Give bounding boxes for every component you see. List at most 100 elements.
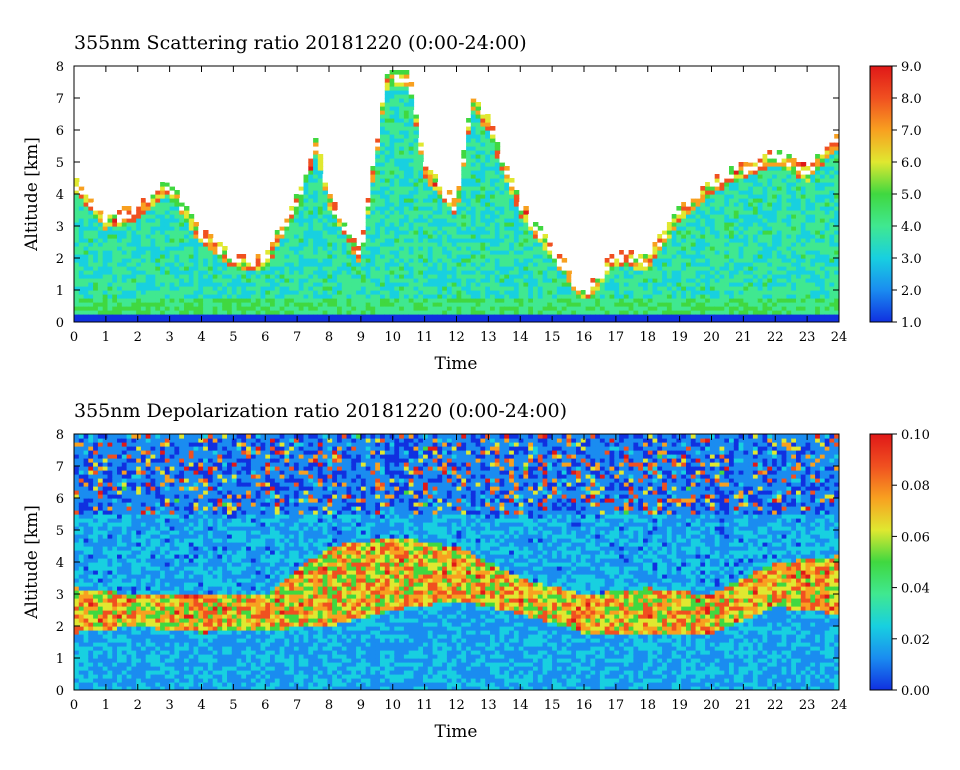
heatmap-cell bbox=[781, 258, 787, 263]
heatmap-cell bbox=[432, 178, 438, 183]
heatmap-cell bbox=[709, 282, 716, 287]
heatmap-cell bbox=[824, 270, 831, 275]
heatmap-cell bbox=[274, 278, 281, 283]
heatmap-cell bbox=[800, 202, 807, 207]
heatmap-cell bbox=[203, 318, 209, 322]
heatmap-cell bbox=[456, 250, 462, 255]
heatmap-cell bbox=[504, 306, 510, 311]
heatmap-cell bbox=[117, 318, 123, 322]
heatmap-cell bbox=[145, 210, 152, 215]
heatmap-cell bbox=[279, 314, 285, 319]
heatmap-cell bbox=[384, 318, 391, 322]
heatmap-cell bbox=[83, 222, 89, 227]
heatmap-cell bbox=[466, 118, 472, 123]
heatmap-cell bbox=[246, 290, 252, 295]
heatmap-cell bbox=[547, 242, 553, 247]
heatmap-cell bbox=[748, 178, 754, 183]
heatmap-cell bbox=[250, 306, 257, 311]
heatmap-cell bbox=[227, 278, 233, 283]
heatmap-cell bbox=[748, 174, 754, 179]
heatmap-cell bbox=[169, 206, 175, 211]
heatmap-cell bbox=[729, 266, 735, 271]
heatmap-cell bbox=[690, 226, 697, 231]
heatmap-cell bbox=[337, 218, 343, 223]
heatmap-cell bbox=[461, 182, 467, 187]
heatmap-cell bbox=[241, 318, 247, 322]
heatmap-cell bbox=[150, 206, 156, 211]
heatmap-cell bbox=[791, 238, 797, 243]
heatmap-cell bbox=[776, 266, 783, 271]
heatmap-cell bbox=[595, 314, 601, 319]
heatmap-cell bbox=[351, 306, 357, 311]
heatmap-cell bbox=[475, 190, 481, 195]
heatmap-cell bbox=[681, 270, 687, 275]
heatmap-cell bbox=[270, 310, 276, 315]
heatmap-cell bbox=[337, 254, 343, 259]
heatmap-cell bbox=[408, 162, 415, 167]
heatmap-cell bbox=[107, 278, 113, 283]
heatmap-cell bbox=[709, 182, 716, 187]
heatmap-cell bbox=[298, 226, 305, 231]
heatmap-cell bbox=[346, 302, 352, 307]
heatmap-cell bbox=[289, 242, 295, 247]
heatmap-cell bbox=[394, 194, 400, 199]
heatmap-cell bbox=[470, 250, 477, 255]
heatmap-cell bbox=[738, 290, 744, 295]
heatmap-cell bbox=[341, 302, 348, 307]
heatmap-cell bbox=[222, 274, 228, 279]
heatmap-cell bbox=[466, 198, 472, 203]
heatmap-cell bbox=[93, 246, 99, 251]
heatmap-cell bbox=[786, 162, 792, 167]
heatmap-cell bbox=[432, 254, 438, 259]
heatmap-cell bbox=[518, 302, 525, 307]
heatmap-cell bbox=[647, 294, 654, 299]
heatmap-cell bbox=[499, 250, 505, 255]
heatmap-cell bbox=[819, 210, 826, 215]
heatmap-cell bbox=[370, 218, 376, 223]
heatmap-cell bbox=[375, 246, 381, 251]
heatmap-cell bbox=[461, 294, 467, 299]
heatmap-cell bbox=[136, 214, 142, 219]
heatmap-cell bbox=[614, 318, 620, 322]
heatmap-cell bbox=[112, 262, 118, 267]
heatmap-cell bbox=[360, 314, 367, 319]
heatmap-cell bbox=[509, 294, 515, 299]
heatmap-cell bbox=[308, 206, 314, 211]
heatmap-cell bbox=[184, 230, 190, 235]
heatmap-cell bbox=[380, 266, 386, 271]
heatmap-cell bbox=[724, 174, 730, 179]
heatmap-cell bbox=[815, 170, 821, 175]
heatmap-cell bbox=[303, 278, 309, 283]
heatmap-cell bbox=[351, 298, 357, 303]
heatmap-cell bbox=[470, 318, 477, 322]
heatmap-cell bbox=[313, 170, 319, 175]
heatmap-cell bbox=[824, 282, 831, 287]
heatmap-cell bbox=[289, 302, 295, 307]
heatmap-cell bbox=[475, 154, 481, 159]
heatmap-cell bbox=[523, 274, 529, 279]
heatmap-cell bbox=[485, 190, 491, 195]
heatmap-cell bbox=[819, 202, 826, 207]
heatmap-cell bbox=[375, 282, 381, 287]
heatmap-cell bbox=[509, 198, 515, 203]
heatmap-cell bbox=[738, 270, 744, 275]
heatmap-cell bbox=[767, 206, 773, 211]
heatmap-cell bbox=[389, 262, 395, 267]
heatmap-cell bbox=[432, 306, 438, 311]
heatmap-cell bbox=[485, 310, 491, 315]
heatmap-cell bbox=[533, 290, 539, 295]
heatmap-cell bbox=[686, 222, 692, 227]
heatmap-cell bbox=[308, 274, 314, 279]
heatmap-cell bbox=[671, 306, 678, 311]
heatmap-cell bbox=[595, 290, 601, 295]
heatmap-cell bbox=[666, 222, 673, 227]
heatmap-cell bbox=[184, 298, 190, 303]
heatmap-cell bbox=[88, 302, 94, 307]
heatmap-cell bbox=[815, 226, 821, 231]
heatmap-cell bbox=[188, 230, 195, 235]
heatmap-cell bbox=[686, 234, 692, 239]
heatmap-cell bbox=[389, 170, 395, 175]
heatmap-cell bbox=[485, 234, 491, 239]
heatmap-cell bbox=[552, 254, 558, 259]
heatmap-cell bbox=[394, 98, 400, 103]
